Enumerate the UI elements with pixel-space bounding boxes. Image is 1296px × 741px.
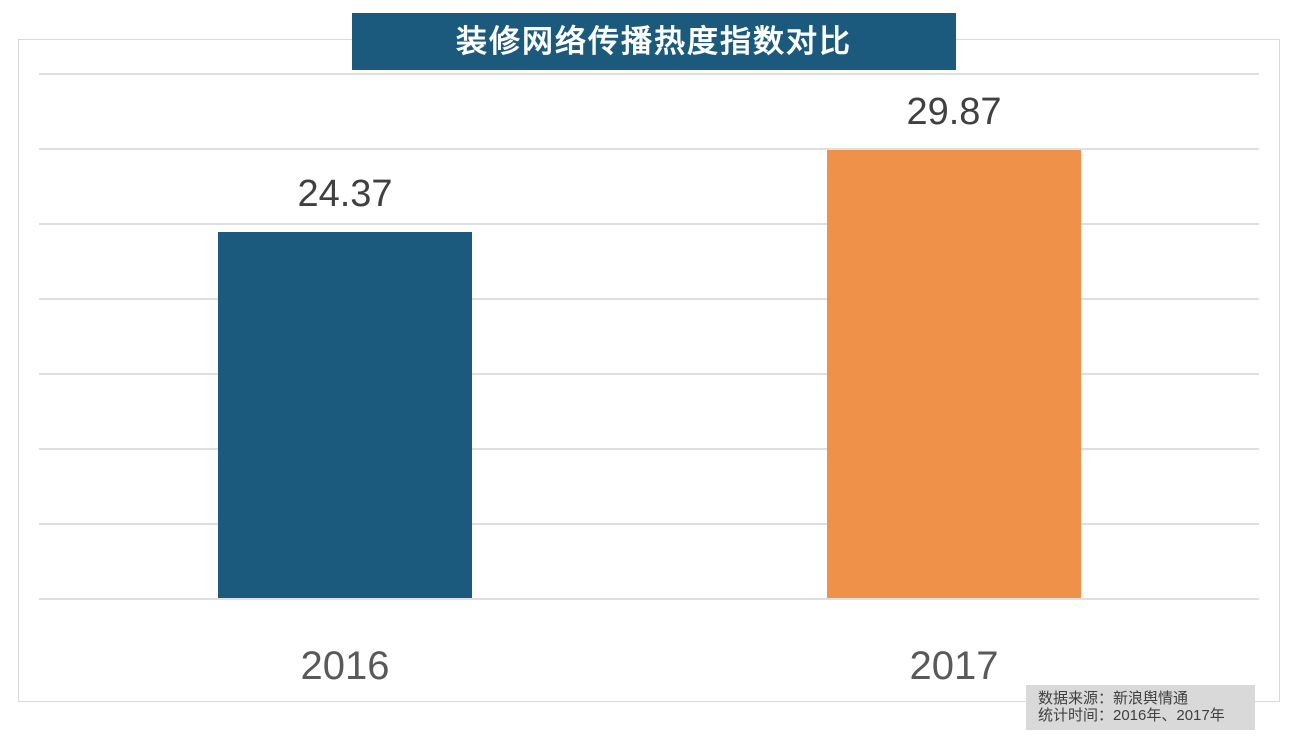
data-source-box: 数据来源：新浪舆情通 统计时间：2016年、2017年 (1026, 685, 1255, 730)
gridline (39, 448, 1259, 450)
value-label-2016: 24.37 (297, 173, 393, 216)
gridline (39, 148, 1259, 150)
gridline (39, 223, 1259, 225)
stat-time-line: 统计时间：2016年、2017年 (1038, 707, 1225, 724)
value-label-2017: 29.87 (906, 91, 1002, 134)
bar-group-2017: 29.87 (827, 91, 1081, 598)
data-source-line: 数据来源：新浪舆情通 (1038, 690, 1189, 707)
gridline (39, 298, 1259, 300)
gridline (39, 523, 1259, 525)
bar-group-2016: 24.37 (218, 173, 472, 598)
chart-frame: 24.37 29.87 2016 2017 (18, 39, 1280, 702)
gridline (39, 73, 1259, 75)
category-label-2017: 2017 (909, 644, 999, 688)
bar (827, 150, 1081, 598)
bar (218, 232, 472, 598)
gridline (39, 373, 1259, 375)
plot-gridlines (39, 40, 1259, 701)
category-label-2016: 2016 (300, 644, 390, 688)
gridline (39, 598, 1259, 600)
chart-title: 装修网络传播热度指数对比 (352, 13, 956, 70)
